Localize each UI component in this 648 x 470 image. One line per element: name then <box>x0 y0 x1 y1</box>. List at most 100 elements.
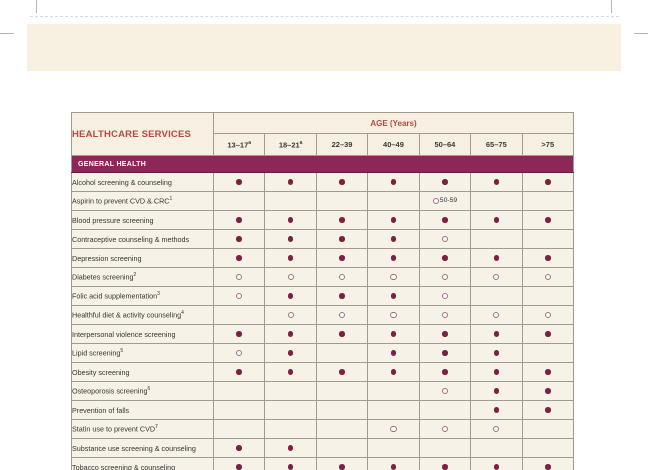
table-row: Contraceptive counseling & methods <box>71 229 575 249</box>
filled-dot-icon <box>442 350 448 356</box>
filled-dot-icon <box>287 179 294 185</box>
filled-dot-icon <box>339 255 345 261</box>
filled-dot-icon <box>339 369 345 375</box>
table-row: Interpersonal violence screening <box>71 324 575 344</box>
age-cell <box>212 286 266 306</box>
age-cell <box>418 210 472 230</box>
age-cell <box>470 191 523 211</box>
filled-dot-icon <box>339 464 345 470</box>
table-row: Diabetes screening2 <box>71 267 575 287</box>
filled-dot-icon <box>493 369 500 375</box>
filled-dot-icon <box>339 331 345 337</box>
age-cell <box>521 400 575 420</box>
crop-mark-top-right-icon <box>611 0 612 13</box>
age-cell <box>470 324 523 344</box>
age-cell <box>315 343 369 363</box>
table-row: Folic acid supplementation3 <box>71 286 575 306</box>
service-label: Alcohol screening & counseling <box>71 172 214 192</box>
age-cell <box>470 400 523 420</box>
age-cell <box>367 324 420 344</box>
filled-dot-icon <box>390 464 397 470</box>
age-cell <box>315 172 369 192</box>
age-cell <box>470 381 523 401</box>
age-cell <box>418 286 472 306</box>
age-cell <box>470 362 523 382</box>
filled-dot-icon <box>236 464 242 470</box>
age-cell <box>367 191 420 211</box>
age-cell <box>367 229 420 249</box>
open-dot-icon <box>236 349 243 356</box>
filled-dot-icon <box>287 217 294 223</box>
open-dot-icon <box>493 425 500 432</box>
table-row: Healthful diet & activity counseling4 <box>71 305 575 325</box>
filled-dot-icon <box>545 331 551 337</box>
table-row: Blood pressure screening <box>71 210 575 230</box>
filled-dot-icon <box>287 464 294 470</box>
age-cell <box>367 381 420 401</box>
open-dot-icon <box>236 292 243 299</box>
service-label: Contraceptive counseling & methods <box>71 229 214 249</box>
filled-dot-icon <box>442 464 448 470</box>
age-cell <box>367 286 420 306</box>
open-dot-icon <box>441 311 448 318</box>
age-cell <box>212 305 266 325</box>
age-cell <box>264 248 317 268</box>
age-cell <box>212 229 266 249</box>
table-row: Osteoporosis screening6 <box>71 381 575 401</box>
age-cell <box>315 305 369 325</box>
filled-dot-icon <box>442 217 448 223</box>
age-cell <box>264 400 317 420</box>
age-cell <box>212 419 266 439</box>
age-cell <box>264 343 317 363</box>
age-cell <box>367 457 420 470</box>
service-label: Statin use to prevent CVD7 <box>71 419 214 439</box>
table-row: Depression screening <box>71 248 575 268</box>
age-cell <box>315 267 369 287</box>
age-cell <box>264 210 317 230</box>
crop-mark-left-icon <box>0 33 14 34</box>
age-cell <box>264 229 317 249</box>
age-cell <box>264 457 317 470</box>
open-dot-icon <box>236 273 243 280</box>
table-row: Tobacco screening & counseling <box>71 457 575 470</box>
filled-dot-icon <box>236 369 242 375</box>
filled-dot-icon <box>339 236 345 242</box>
age-cell <box>367 343 420 363</box>
filled-dot-icon <box>390 293 397 299</box>
age-cell <box>470 305 523 325</box>
age-cell: 50-59 <box>418 191 472 211</box>
age-cell <box>367 210 420 230</box>
age-cell <box>521 248 575 268</box>
filled-dot-icon <box>545 464 551 470</box>
service-label: Blood pressure screening <box>71 210 214 230</box>
age-cell <box>470 343 523 363</box>
filled-dot-icon <box>390 255 397 261</box>
age-cell <box>315 438 369 458</box>
filled-dot-icon <box>545 179 551 185</box>
table-row: Prevention of falls <box>71 400 575 420</box>
age-cell <box>264 305 317 325</box>
age-cell <box>521 457 575 470</box>
age-cell <box>212 267 266 287</box>
filled-dot-icon <box>493 217 500 223</box>
age-cell <box>418 438 472 458</box>
service-label: Aspirin to prevent CVD & CRC1 <box>71 191 214 211</box>
filled-dot-icon <box>493 331 500 337</box>
age-cell <box>418 362 472 382</box>
filled-dot-icon <box>287 369 294 375</box>
filled-dot-icon <box>390 331 397 337</box>
open-dot-icon <box>338 273 346 280</box>
age-cell <box>521 343 575 363</box>
section-row: GENERAL HEALTH <box>71 155 574 173</box>
age-cell <box>418 248 472 268</box>
open-dot-icon <box>441 292 448 299</box>
service-label: Osteoporosis screening6 <box>71 381 214 401</box>
age-cell <box>470 457 523 470</box>
filled-dot-icon <box>493 350 500 356</box>
service-label: Healthful diet & activity counseling4 <box>71 305 214 325</box>
age-cell <box>470 210 523 230</box>
open-dot-icon <box>544 273 551 280</box>
filled-dot-icon <box>236 255 242 261</box>
age-cell <box>418 172 472 192</box>
age-cell <box>521 362 575 382</box>
